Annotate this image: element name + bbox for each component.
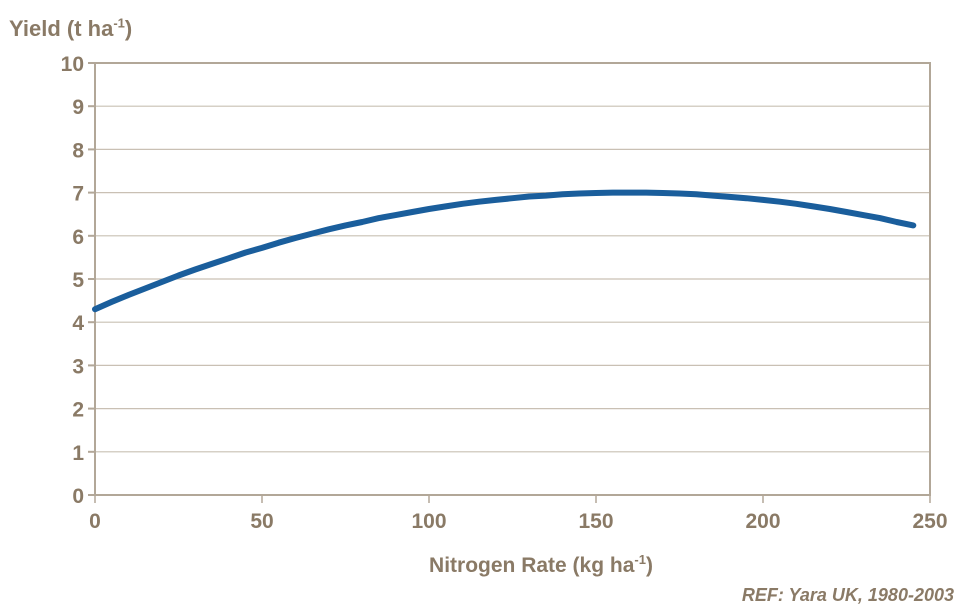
- x-tick-label-150: 150: [578, 510, 613, 533]
- x-tick-label-0: 0: [89, 510, 101, 533]
- x-axis-title-text: Nitrogen Rate (kg ha: [429, 554, 635, 577]
- y-tick-label-5: 5: [72, 269, 84, 292]
- x-tick-label-200: 200: [745, 510, 780, 533]
- y-tick-label-9: 9: [72, 96, 84, 119]
- x-axis-title: Nitrogen Rate (kg ha-1): [429, 552, 653, 578]
- x-axis-title-close: ): [645, 554, 653, 577]
- y-tick-label-4: 4: [72, 312, 84, 335]
- reference-note: REF: Yara UK, 1980-2003: [741, 585, 954, 605]
- x-tick-label-50: 50: [250, 510, 273, 533]
- y-axis-title-text: Yield (t ha: [9, 16, 114, 41]
- yield-curve: [92, 189, 917, 313]
- y-tick-label-3: 3: [72, 355, 84, 378]
- y-tick-label-0: 0: [72, 485, 84, 508]
- x-tick-label-250: 250: [912, 510, 947, 533]
- x-axis-title-superscript: -1: [634, 552, 646, 567]
- y-tick-label-8: 8: [72, 139, 84, 162]
- y-axis-title-superscript: -1: [113, 15, 125, 31]
- y-tick-label-1: 1: [72, 442, 84, 465]
- y-tick-label-10: 10: [61, 53, 84, 76]
- y-axis-title: Yield (t ha-1): [9, 16, 132, 42]
- y-tick-label-6: 6: [72, 226, 84, 249]
- y-axis-title-close: ): [124, 16, 133, 41]
- x-tick-label-100: 100: [411, 510, 446, 533]
- y-tick-label-7: 7: [72, 183, 84, 206]
- y-tick-label-2: 2: [72, 399, 84, 422]
